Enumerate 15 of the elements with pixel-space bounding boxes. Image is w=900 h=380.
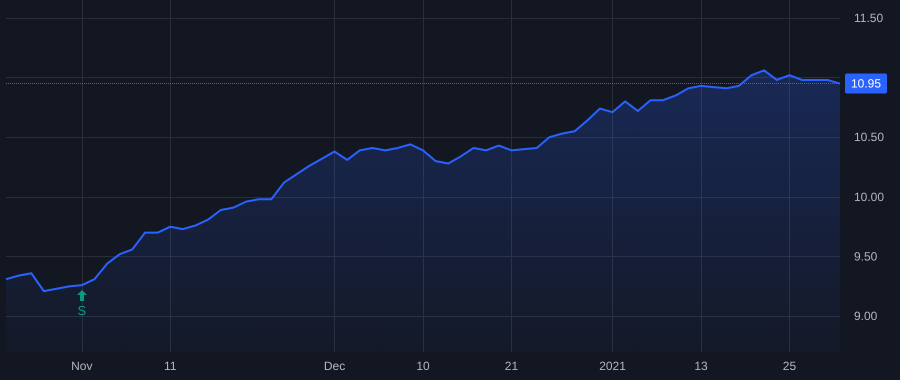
y-tick-label: 9.50: [854, 250, 878, 264]
y-tick-label: 11.50: [854, 10, 884, 25]
x-tick-label: 21: [504, 359, 518, 373]
y-tick-label: 10.00: [854, 190, 884, 204]
y-tick-label: 10.50: [854, 130, 884, 144]
x-tick-label: 25: [782, 359, 796, 373]
annotation: S: [76, 303, 88, 318]
ref-line-label: 10.95: [851, 76, 882, 91]
x-tick-label: Dec: [324, 359, 346, 373]
x-tick-label: 11: [164, 359, 177, 373]
x-tick-label: 10: [416, 359, 430, 373]
x-tick-label: 2021: [599, 359, 626, 373]
y-tick-label: 9.00: [854, 309, 878, 324]
x-tick-label: 13: [694, 359, 708, 373]
x-tick-label: Nov: [71, 359, 92, 373]
